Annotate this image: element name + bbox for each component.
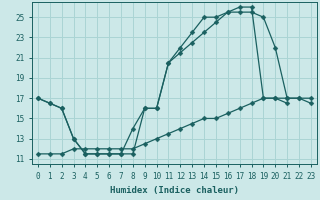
X-axis label: Humidex (Indice chaleur): Humidex (Indice chaleur): [110, 186, 239, 195]
